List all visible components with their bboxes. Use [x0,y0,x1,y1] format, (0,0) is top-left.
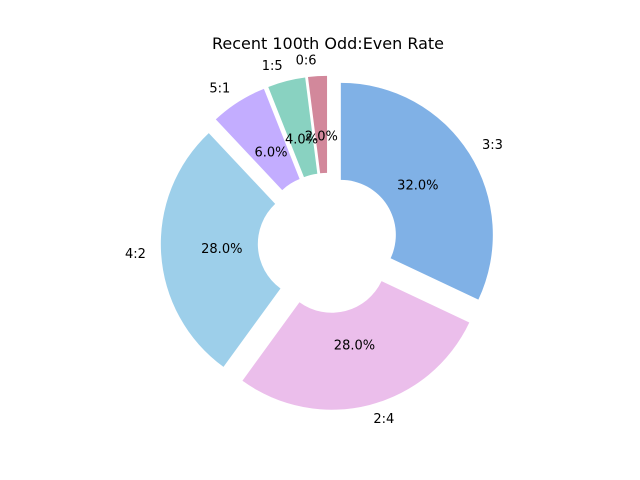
slice-label: 3:3 [482,138,503,153]
pie-slice-4-2 [160,133,281,367]
slices-layer [160,75,493,410]
pie-slice-2-4 [242,281,470,410]
slice-label: 4:2 [125,247,146,262]
pie-slice-3-3 [340,82,493,300]
slice-percent-label: 4.0% [285,132,318,147]
slice-label: 1:5 [262,59,283,74]
pie-slice-5-1 [215,88,300,191]
pie-slice-1-5 [268,77,318,178]
slice-label: 5:1 [209,81,230,96]
slice-label: 2:4 [373,412,394,427]
slice-percent-label: 32.0% [397,178,438,193]
slice-percent-label: 2.0% [305,129,338,144]
slice-label: 0:6 [296,53,317,68]
slice-percent-label: 28.0% [201,242,242,257]
slice-percent-label: 6.0% [254,146,287,161]
labels-layer: 3:3 32.0% 2:4 28.0% 4:2 28.0% 5:1 6.0% 1:5 4.0% 0:… [125,53,503,427]
pie-slice-0-6 [307,75,328,174]
slice-percent-label: 28.0% [334,339,375,354]
chart-title: Recent 100th Odd:Even Rate [212,34,444,53]
